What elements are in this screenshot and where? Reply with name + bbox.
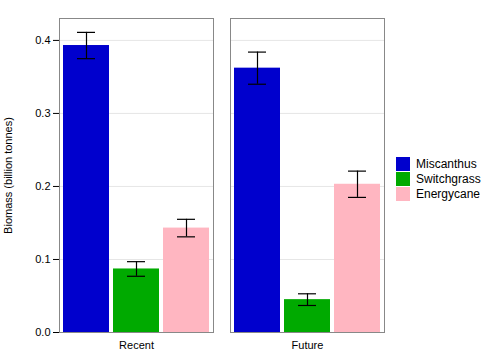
svg-text:Future: Future — [292, 339, 324, 351]
svg-text:Recent: Recent — [119, 339, 154, 351]
html-text:Energycane: Energycane — [416, 186, 480, 201]
svg-text:0.0: 0.0 — [35, 326, 50, 338]
svg-text:0.2: 0.2 — [35, 180, 50, 192]
svg-text:Biomass (billion tonnes): Biomass (billion tonnes) — [2, 117, 14, 234]
html-text:Miscanthus: Miscanthus — [416, 156, 477, 171]
svg-text:0.4: 0.4 — [35, 34, 50, 46]
html-text:Switchgrass: Switchgrass — [416, 171, 481, 186]
svg-text:0.1: 0.1 — [35, 253, 50, 265]
svg-text:0.3: 0.3 — [35, 107, 50, 119]
